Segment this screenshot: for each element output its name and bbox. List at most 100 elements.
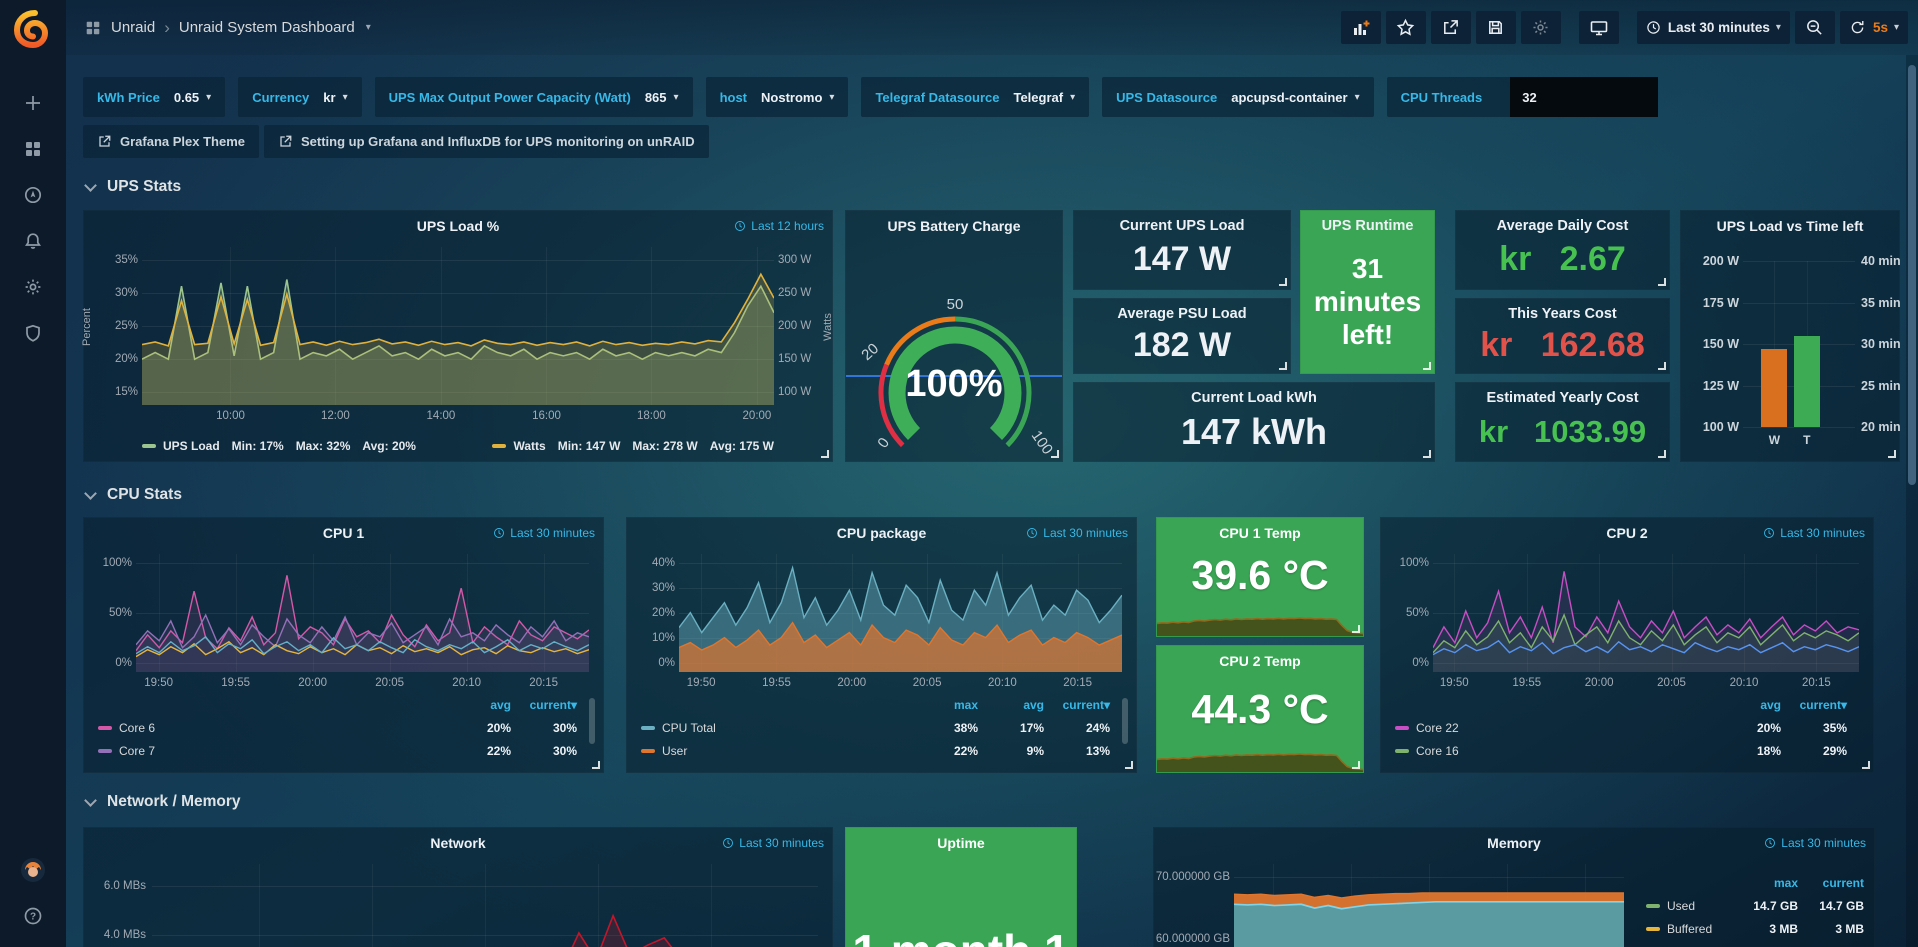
- save-button[interactable]: [1476, 11, 1516, 44]
- star-button[interactable]: [1386, 11, 1426, 44]
- breadcrumb-folder[interactable]: Unraid: [111, 19, 155, 36]
- y-axis-left: 40%30%20%10%0%: [635, 554, 675, 672]
- legend-series[interactable]: Core 16: [1395, 744, 1715, 758]
- stat-title[interactable]: Average PSU Load: [1117, 306, 1246, 322]
- variable-ups-max-output[interactable]: UPS Max Output Power Capacity (Watt)865▾: [375, 77, 693, 117]
- legend-sort-header[interactable]: current: [1798, 876, 1864, 890]
- time-range-picker[interactable]: Last 30 minutes ▾: [1637, 11, 1790, 44]
- memory-chart[interactable]: [1234, 864, 1624, 947]
- legend-sort-header[interactable]: avg: [445, 698, 511, 712]
- panel-estimated-yearly-cost: Estimated Yearly Cost kr 1033.99: [1455, 382, 1670, 462]
- server-admin-shield-icon[interactable]: [0, 310, 66, 356]
- variable-host[interactable]: hostNostromo▾: [706, 77, 849, 117]
- panel-time-range[interactable]: Last 12 hours: [734, 219, 824, 233]
- template-variables-row: kWh Price0.65▾ Currencykr▾ UPS Max Outpu…: [83, 77, 1658, 117]
- page-scrollbar[interactable]: [1906, 55, 1918, 947]
- cpu1-chart[interactable]: [136, 554, 589, 672]
- panel-cpu2-temp: CPU 2 Temp 44.3 °C: [1156, 645, 1364, 773]
- panel-title[interactable]: UPS Battery Charge: [846, 218, 1062, 234]
- legend-series[interactable]: Used: [1646, 899, 1732, 913]
- legend-series-ups-load[interactable]: UPS LoadMin: 17%Max: 32%Avg: 20%: [142, 439, 416, 453]
- refresh-interval-label: 5s: [1873, 20, 1888, 35]
- legend-scrollbar[interactable]: [1122, 698, 1128, 744]
- section-cpu-stats[interactable]: CPU Stats: [86, 486, 182, 504]
- stat-title[interactable]: Estimated Yearly Cost: [1486, 390, 1638, 406]
- panel-title[interactable]: CPU 2 Temp: [1157, 653, 1363, 669]
- variable-ups-datasource[interactable]: UPS Datasourceapcupsd-container▾: [1102, 77, 1373, 117]
- panel-time-range[interactable]: Last 30 minutes: [493, 526, 595, 540]
- network-chart[interactable]: [152, 864, 818, 947]
- user-avatar[interactable]: [0, 847, 66, 893]
- cpu2-chart[interactable]: [1433, 554, 1859, 672]
- legend-series-watts[interactable]: WattsMin: 147 WMax: 278 WAvg: 175 W: [492, 439, 774, 453]
- legend-sort-header[interactable]: max: [912, 698, 978, 712]
- configuration-gear-icon[interactable]: [0, 264, 66, 310]
- alerting-bell-icon[interactable]: [0, 218, 66, 264]
- stat-title[interactable]: Current Load kWh: [1191, 390, 1317, 406]
- stat-title[interactable]: UPS Runtime: [1322, 218, 1414, 234]
- help-icon[interactable]: ?: [0, 893, 66, 939]
- grafana-logo-icon[interactable]: [10, 6, 56, 52]
- legend-sort-header[interactable]: max: [1732, 876, 1798, 890]
- y-axis-right: 300 W250 W200 W150 W100 W: [778, 247, 818, 405]
- legend-sort-header[interactable]: avg: [1715, 698, 1781, 712]
- legend-sort-header[interactable]: current▾: [511, 698, 577, 712]
- dashboards-grid-icon[interactable]: [0, 126, 66, 172]
- x-axis: 19:5019:5520:0020:0520:1020:15: [136, 674, 589, 690]
- link-ups-monitoring-guide[interactable]: Setting up Grafana and InfluxDB for UPS …: [264, 125, 709, 158]
- chart-legend: avgcurrent▾Core 620%30%Core 722%30%: [98, 698, 577, 758]
- dashboards-grid-icon[interactable]: [84, 19, 102, 37]
- ups-load-chart[interactable]: [142, 247, 774, 405]
- panel-ups-runtime: UPS Runtime 31 minutes left!: [1300, 210, 1435, 374]
- scrollbar-thumb[interactable]: [1908, 65, 1916, 485]
- cpu-package-chart[interactable]: [679, 554, 1122, 672]
- section-network-memory[interactable]: Network / Memory: [86, 793, 241, 811]
- variable-telegraf-datasource[interactable]: Telegraf DatasourceTelegraf▾: [861, 77, 1089, 117]
- stat-value: kr 1033.99: [1479, 406, 1646, 457]
- panel-time-range[interactable]: Last 30 minutes: [1764, 836, 1866, 850]
- panel-title[interactable]: Network: [84, 835, 832, 851]
- legend-sort-header[interactable]: avg: [978, 698, 1044, 712]
- panel-time-range[interactable]: Last 30 minutes: [722, 836, 824, 850]
- legend-sort-header[interactable]: current▾: [1781, 698, 1847, 712]
- variable-currency[interactable]: Currencykr▾: [238, 77, 361, 117]
- legend-series[interactable]: Core 22: [1395, 721, 1715, 735]
- legend-series[interactable]: Buffered: [1646, 922, 1732, 936]
- panel-title[interactable]: UPS Load vs Time left: [1681, 218, 1899, 234]
- stat-title[interactable]: This Years Cost: [1508, 306, 1617, 322]
- section-ups-stats[interactable]: UPS Stats: [86, 178, 181, 196]
- y-axis-label-left: Percent: [81, 308, 93, 346]
- legend-series[interactable]: Core 7: [98, 744, 445, 758]
- dashboard-title[interactable]: Unraid System Dashboard: [179, 19, 355, 36]
- share-button[interactable]: [1431, 11, 1471, 44]
- panel-time-range[interactable]: Last 30 minutes: [1026, 526, 1128, 540]
- zoom-out-button[interactable]: [1795, 11, 1835, 44]
- legend-scrollbar[interactable]: [589, 698, 595, 744]
- stat-value: 147 kWh: [1181, 406, 1327, 457]
- panel-title[interactable]: UPS Load %: [84, 218, 832, 234]
- cycle-view-monitor-icon[interactable]: [1579, 11, 1619, 44]
- cpu-threads-input[interactable]: [1510, 77, 1658, 117]
- settings-gear-icon[interactable]: [1521, 11, 1561, 44]
- title-caret-icon[interactable]: ▾: [366, 22, 371, 33]
- series-swatch: [641, 749, 655, 753]
- panel-time-range[interactable]: Last 30 minutes: [1763, 526, 1865, 540]
- series-swatch: [1395, 726, 1409, 730]
- add-panel-button[interactable]: [1341, 11, 1381, 44]
- panel-this-years-cost: This Years Cost kr 162.68: [1455, 298, 1670, 374]
- legend-sort-header[interactable]: current▾: [1044, 698, 1110, 712]
- link-grafana-plex-theme[interactable]: Grafana Plex Theme: [83, 125, 259, 158]
- legend-series[interactable]: CPU Total: [641, 721, 912, 735]
- legend-series[interactable]: Core 6: [98, 721, 445, 735]
- explore-compass-icon[interactable]: [0, 172, 66, 218]
- stat-title[interactable]: Average Daily Cost: [1497, 218, 1629, 234]
- panel-title[interactable]: Uptime: [846, 835, 1076, 851]
- refresh-button[interactable]: 5s ▾: [1840, 11, 1908, 44]
- stat-title[interactable]: Current UPS Load: [1120, 218, 1245, 234]
- panel-title[interactable]: CPU 1 Temp: [1157, 525, 1363, 541]
- ups-vs-time-bars[interactable]: [1743, 261, 1855, 427]
- create-plus-icon[interactable]: [0, 80, 66, 126]
- variable-kwh-price[interactable]: kWh Price0.65▾: [83, 77, 225, 117]
- chart-legend: maxcurrentUsed14.7 GB14.7 GBBuffered3 MB…: [1646, 876, 1864, 936]
- legend-series[interactable]: User: [641, 744, 912, 758]
